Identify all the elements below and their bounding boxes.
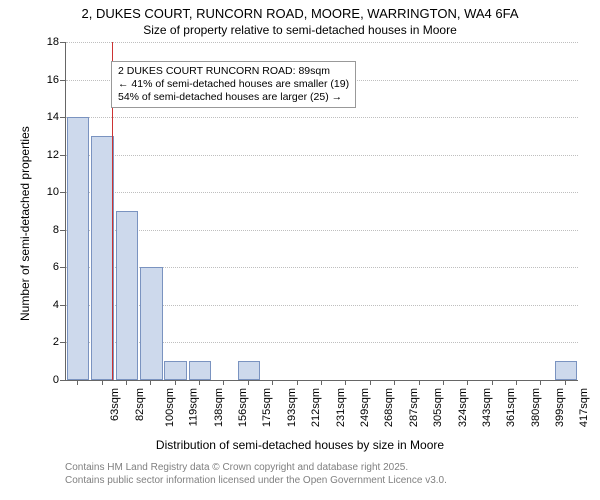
y-tick-mark <box>60 230 65 231</box>
x-tick-label: 324sqm <box>457 388 469 427</box>
x-tick-mark <box>345 380 346 385</box>
x-tick-mark <box>516 380 517 385</box>
bar <box>140 267 162 380</box>
y-tick-mark <box>60 192 65 193</box>
y-tick-label: 6 <box>33 261 59 273</box>
x-tick-mark <box>199 380 200 385</box>
y-tick-label: 4 <box>33 299 59 311</box>
y-tick-label: 10 <box>33 186 59 198</box>
x-axis-label: Distribution of semi-detached houses by … <box>0 438 600 452</box>
x-tick-mark <box>467 380 468 385</box>
x-tick-label: 268sqm <box>384 388 396 427</box>
x-tick-mark <box>394 380 395 385</box>
x-tick-mark <box>321 380 322 385</box>
x-tick-label: 399sqm <box>554 388 566 427</box>
footer-line2: Contains public sector information licen… <box>65 475 447 486</box>
y-tick-label: 18 <box>33 36 59 48</box>
y-tick-label: 2 <box>33 336 59 348</box>
x-tick-mark <box>77 380 78 385</box>
x-tick-label: 82sqm <box>134 388 146 421</box>
x-tick-label: 175sqm <box>262 388 274 427</box>
x-tick-mark <box>150 380 151 385</box>
annotation-line: 54% of semi-detached houses are larger (… <box>118 91 349 104</box>
y-tick-label: 12 <box>33 149 59 161</box>
x-tick-label: 156sqm <box>237 388 249 427</box>
gridline <box>66 230 578 231</box>
gridline <box>66 117 578 118</box>
bar <box>189 361 211 380</box>
x-tick-label: 343sqm <box>481 388 493 427</box>
y-tick-label: 8 <box>33 224 59 236</box>
y-tick-mark <box>60 155 65 156</box>
x-tick-label: 305sqm <box>432 388 444 427</box>
gridline <box>66 42 578 43</box>
bar <box>555 361 577 380</box>
x-tick-label: 380sqm <box>530 388 542 427</box>
y-axis-label: Number of semi-detached properties <box>18 126 32 321</box>
annotation-box: 2 DUKES COURT RUNCORN ROAD: 89sqm← 41% o… <box>111 61 356 108</box>
bar <box>67 117 89 380</box>
y-tick-mark <box>60 342 65 343</box>
x-tick-mark <box>565 380 566 385</box>
x-tick-mark <box>175 380 176 385</box>
y-tick-label: 0 <box>33 374 59 386</box>
x-tick-label: 361sqm <box>505 388 517 427</box>
annotation-line: 2 DUKES COURT RUNCORN ROAD: 89sqm <box>118 65 349 78</box>
x-tick-mark <box>126 380 127 385</box>
x-tick-label: 249sqm <box>359 388 371 427</box>
x-tick-mark <box>223 380 224 385</box>
y-tick-mark <box>60 267 65 268</box>
y-tick-mark <box>60 42 65 43</box>
y-tick-label: 14 <box>33 111 59 123</box>
x-tick-mark <box>540 380 541 385</box>
y-tick-mark <box>60 117 65 118</box>
chart-subtitle: Size of property relative to semi-detach… <box>0 22 600 37</box>
x-tick-label: 138sqm <box>213 388 225 427</box>
chart-title: 2, DUKES COURT, RUNCORN ROAD, MOORE, WAR… <box>0 0 600 22</box>
x-tick-label: 119sqm <box>188 388 200 426</box>
footer-line1: Contains HM Land Registry data © Crown c… <box>65 462 408 473</box>
x-tick-label: 212sqm <box>310 388 322 427</box>
y-tick-mark <box>60 305 65 306</box>
gridline <box>66 192 578 193</box>
x-tick-label: 287sqm <box>408 388 420 427</box>
attribution-footer: Contains HM Land Registry data © Crown c… <box>65 462 447 487</box>
x-tick-label: 417sqm <box>579 388 591 427</box>
y-tick-mark <box>60 380 65 381</box>
x-tick-mark <box>102 380 103 385</box>
x-tick-label: 100sqm <box>164 388 176 427</box>
x-tick-mark <box>272 380 273 385</box>
bar <box>164 361 186 380</box>
gridline <box>66 155 578 156</box>
y-tick-mark <box>60 80 65 81</box>
x-tick-label: 63sqm <box>109 388 121 421</box>
bar <box>91 136 113 380</box>
x-tick-mark <box>248 380 249 385</box>
x-tick-mark <box>419 380 420 385</box>
x-tick-mark <box>297 380 298 385</box>
bar <box>238 361 260 380</box>
y-tick-label: 16 <box>33 74 59 86</box>
x-tick-mark <box>370 380 371 385</box>
x-tick-label: 231sqm <box>335 388 347 427</box>
bar <box>116 211 138 380</box>
x-tick-mark <box>492 380 493 385</box>
x-tick-mark <box>443 380 444 385</box>
x-tick-label: 193sqm <box>286 388 298 427</box>
annotation-line: ← 41% of semi-detached houses are smalle… <box>118 78 349 91</box>
